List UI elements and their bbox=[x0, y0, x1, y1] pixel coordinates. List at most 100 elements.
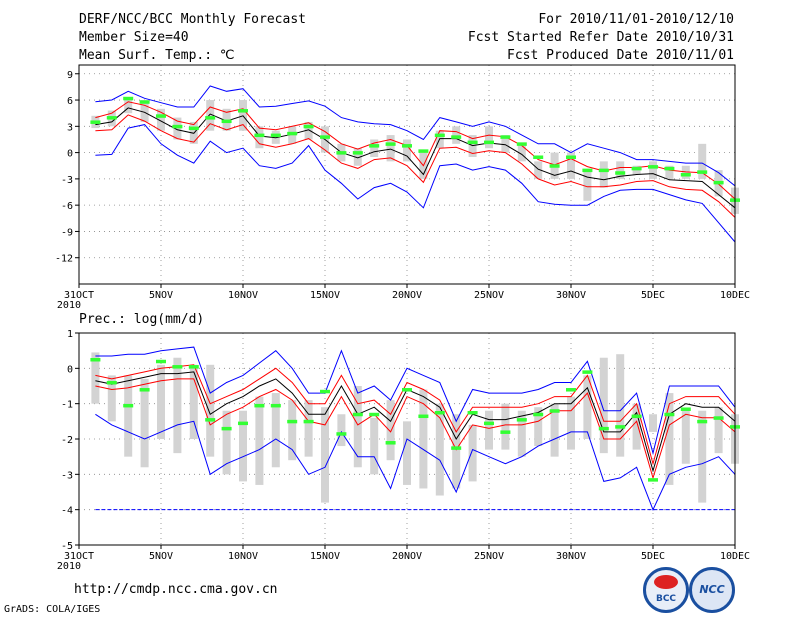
observed-marker bbox=[106, 380, 117, 385]
observed-marker bbox=[467, 140, 478, 145]
observed-marker bbox=[549, 409, 560, 413]
spread-box bbox=[681, 410, 690, 464]
bcc-logo: BCC bbox=[643, 567, 689, 613]
spread-box bbox=[403, 421, 411, 485]
observed-marker bbox=[385, 441, 396, 445]
x-tick-label: 10DEC bbox=[720, 290, 750, 301]
series-line-max bbox=[95, 346, 736, 456]
y-tick-label: 3 bbox=[67, 122, 73, 133]
observed-marker bbox=[451, 135, 462, 139]
observed-marker bbox=[369, 144, 380, 148]
series-line-lower bbox=[95, 378, 736, 480]
spread-box bbox=[107, 375, 116, 422]
spread-box bbox=[616, 161, 625, 179]
observed-marker bbox=[615, 171, 626, 175]
y-tick-label: 1 bbox=[67, 329, 73, 340]
spread-box bbox=[206, 364, 215, 457]
observed-marker bbox=[139, 388, 150, 392]
observed-marker bbox=[205, 418, 216, 422]
spread-box bbox=[353, 148, 362, 166]
observed-marker bbox=[221, 426, 232, 431]
series-line-upper bbox=[95, 364, 736, 466]
y-tick-label: -2 bbox=[61, 435, 73, 446]
observed-marker bbox=[598, 168, 609, 173]
spread-box bbox=[583, 170, 592, 201]
spread-box bbox=[157, 108, 165, 131]
observed-marker bbox=[172, 124, 183, 129]
spread-box bbox=[501, 135, 510, 153]
observed-marker bbox=[418, 149, 429, 153]
observed-marker bbox=[713, 180, 724, 185]
spread-box bbox=[304, 121, 313, 140]
spread-box bbox=[124, 375, 133, 457]
observed-marker bbox=[566, 388, 576, 392]
observed-marker bbox=[697, 170, 708, 174]
spread-box bbox=[517, 143, 526, 162]
observed-marker bbox=[631, 166, 642, 171]
x-tick-label: 20NOV bbox=[392, 290, 422, 301]
spread-box bbox=[222, 410, 231, 475]
footer-url[interactable]: http://cmdp.ncc.cma.gov.cn bbox=[74, 582, 278, 597]
observed-marker bbox=[123, 403, 134, 408]
observed-marker bbox=[270, 403, 281, 408]
observed-marker bbox=[188, 126, 199, 131]
observed-marker bbox=[385, 142, 396, 146]
series-line-median bbox=[95, 371, 736, 473]
y-tick-label: -1 bbox=[61, 400, 73, 411]
observed-marker bbox=[484, 140, 494, 145]
observed-marker bbox=[156, 114, 166, 118]
spread-box bbox=[386, 135, 395, 162]
observed-marker bbox=[90, 358, 101, 362]
spread-box bbox=[485, 126, 493, 149]
observed-marker bbox=[254, 133, 265, 138]
observed-marker bbox=[680, 407, 691, 411]
spread-box bbox=[140, 100, 149, 122]
x-tick-label: 10DEC bbox=[720, 551, 750, 562]
observed-marker bbox=[90, 120, 101, 124]
spread-box bbox=[206, 100, 215, 131]
x-tick-label: 10NOV bbox=[228, 290, 258, 301]
header-member-size: Member Size=40 bbox=[79, 30, 189, 45]
series-line-max bbox=[95, 85, 736, 187]
x-tick-label: 2010 bbox=[57, 561, 81, 572]
spread-box bbox=[649, 161, 657, 179]
spread-box bbox=[386, 400, 395, 461]
spread-box bbox=[583, 375, 592, 439]
observed-marker bbox=[598, 426, 609, 431]
x-tick-label: 15NOV bbox=[310, 290, 340, 301]
observed-marker bbox=[287, 131, 298, 136]
observed-marker bbox=[352, 412, 363, 417]
x-tick-label: 25NOV bbox=[474, 551, 504, 562]
spread-box bbox=[550, 403, 559, 457]
observed-marker bbox=[484, 421, 494, 426]
spread-box bbox=[452, 126, 461, 144]
observed-marker bbox=[238, 421, 248, 426]
observed-marker bbox=[549, 164, 560, 168]
observed-marker bbox=[320, 135, 330, 139]
y-tick-label: 0 bbox=[67, 149, 73, 160]
x-tick-label: 5DEC bbox=[641, 551, 665, 562]
spread-box bbox=[698, 143, 707, 179]
observed-marker bbox=[434, 411, 445, 415]
y-tick-label: -6 bbox=[61, 201, 73, 212]
spread-box bbox=[534, 407, 543, 447]
observed-marker bbox=[156, 359, 166, 364]
observed-marker bbox=[615, 425, 626, 429]
x-tick-label: 15NOV bbox=[310, 551, 340, 562]
observed-marker bbox=[303, 419, 314, 424]
observed-marker bbox=[500, 135, 511, 139]
spread-box bbox=[403, 139, 411, 162]
observed-marker bbox=[697, 419, 708, 424]
y-tick-label: -5 bbox=[61, 541, 73, 552]
x-tick-label: 10NOV bbox=[228, 551, 258, 562]
observed-marker bbox=[106, 116, 117, 120]
observed-marker bbox=[467, 411, 478, 415]
spread-box bbox=[632, 403, 641, 450]
observed-marker bbox=[664, 166, 675, 171]
observed-marker bbox=[303, 124, 314, 129]
observed-marker bbox=[352, 151, 363, 155]
x-tick-label: 5DEC bbox=[641, 290, 665, 301]
y-tick-label: -12 bbox=[55, 254, 73, 265]
observed-marker bbox=[402, 388, 412, 392]
